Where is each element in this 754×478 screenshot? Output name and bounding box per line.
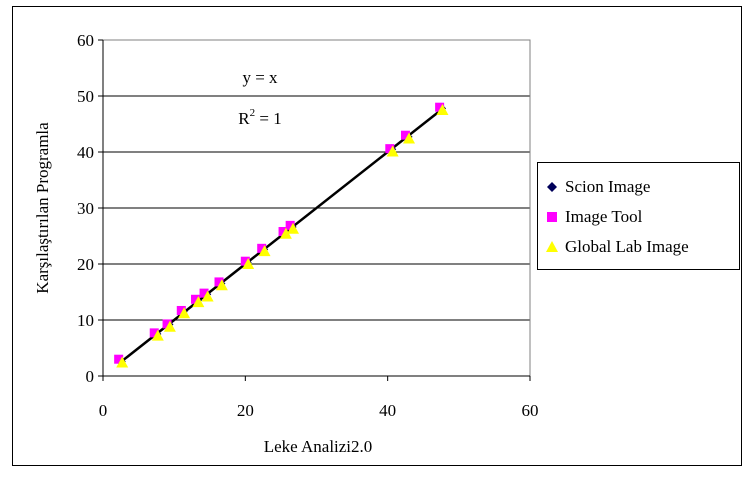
point-image-tool <box>214 277 224 287</box>
y-tick-label: 50 <box>77 87 94 106</box>
point-image-tool <box>149 328 159 338</box>
triangle-marker-icon <box>546 241 558 252</box>
point-image-tool <box>162 319 172 329</box>
x-axis-label: Leke Analizi2.0 <box>264 437 373 456</box>
point-global-lab-image <box>386 145 399 157</box>
point-global-lab-image <box>436 104 449 115</box>
axes <box>98 39 531 381</box>
point-global-lab-image <box>287 222 300 234</box>
grid-lines <box>103 39 530 321</box>
x-tick-label: 0 <box>99 401 108 420</box>
point-global-lab-image <box>178 307 191 319</box>
point-global-lab-image <box>116 356 129 368</box>
x-tick-label: 20 <box>237 401 254 420</box>
x-tick-label: 40 <box>379 401 396 420</box>
point-image-tool <box>285 220 295 230</box>
point-global-lab-image <box>163 320 176 332</box>
point-image-tool <box>435 102 445 112</box>
point-global-lab-image <box>201 290 214 302</box>
diamond-marker-icon <box>547 182 557 192</box>
r-squared-prefix: R <box>238 109 250 128</box>
r-squared-superscript: 2 <box>250 107 256 119</box>
point-global-lab-image <box>258 245 271 257</box>
point-global-lab-image <box>242 258 255 269</box>
point-image-tool <box>176 305 186 315</box>
point-global-lab-image <box>151 329 164 341</box>
r-squared-label: R2 = 1 <box>238 107 281 128</box>
point-image-tool <box>114 354 124 364</box>
tick-labels: 0 10 20 30 40 50 60 0 20 40 60 <box>77 31 539 420</box>
point-global-lab-image <box>215 279 228 291</box>
point-global-lab-image <box>279 227 292 239</box>
legend-item-global-lab-image: Global Lab Image <box>544 232 739 262</box>
y-tick-label: 0 <box>86 367 95 386</box>
y-tick-label: 40 <box>77 143 94 162</box>
square-marker-icon <box>547 212 557 222</box>
legend-item-image-tool: Image Tool <box>544 202 739 232</box>
legend-item-scion-image: Scion Image <box>544 172 739 202</box>
y-tick-label: 10 <box>77 311 94 330</box>
legend-label: Global Lab Image <box>565 237 689 256</box>
y-tick-label: 20 <box>77 255 94 274</box>
point-image-tool <box>385 144 395 154</box>
y-axis-label: Karşılaştırılan Programla <box>33 122 52 294</box>
x-tick-label: 60 <box>522 401 539 420</box>
legend-label: Scion Image <box>565 177 651 196</box>
y-tick-label: 30 <box>77 199 94 218</box>
point-global-lab-image <box>403 132 416 144</box>
equation-label: y = x <box>242 68 278 87</box>
legend-label: Image Tool <box>565 207 643 226</box>
legend: Scion Image Image Tool Global Lab Image <box>537 162 740 270</box>
r-squared-suffix: = 1 <box>255 109 282 128</box>
point-global-lab-image <box>192 296 205 308</box>
point-image-tool <box>400 130 410 140</box>
point-image-tool <box>257 243 267 253</box>
data-points <box>114 102 449 368</box>
point-image-tool <box>278 227 288 237</box>
y-tick-label: 60 <box>77 31 94 50</box>
point-image-tool <box>191 294 201 304</box>
point-image-tool <box>199 288 209 298</box>
point-image-tool <box>240 256 250 266</box>
